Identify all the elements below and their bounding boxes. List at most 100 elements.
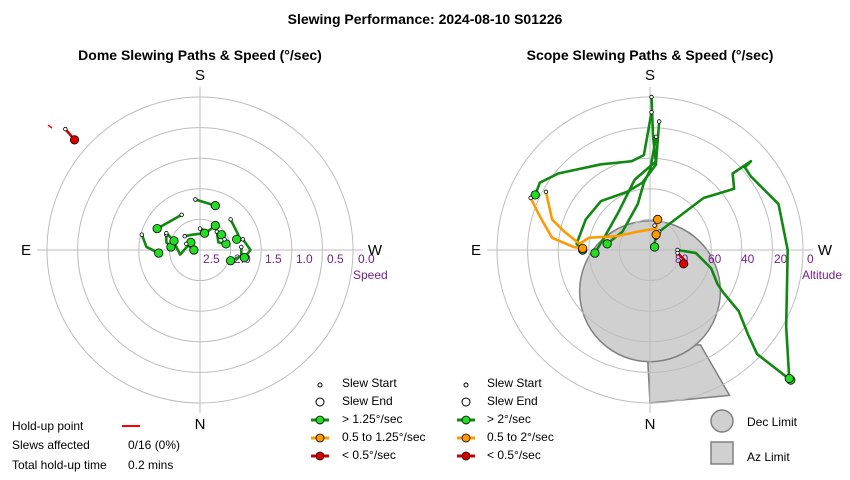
scope-dir-left: E <box>471 242 481 259</box>
slew-path-fast <box>605 135 658 246</box>
slews-affected-label: Slews affected <box>12 438 90 452</box>
radial-tick-label: 1.0 <box>296 252 313 266</box>
dome-legend-slow: < 0.5°/sec <box>342 448 396 462</box>
radial-tick-label: 60 <box>708 252 722 266</box>
slew-end-marker <box>169 236 179 246</box>
dome-legend-medium: 0.5 to 1.25°/sec <box>342 430 426 444</box>
hold-up-stats: Hold-up point Slews affected 0/16 (0%) T… <box>12 419 180 472</box>
slew-start-marker <box>184 241 189 247</box>
slew-start-marker <box>543 189 549 195</box>
slew-end-marker <box>651 230 661 240</box>
legend-fast-marker <box>315 415 325 425</box>
scope-legend: Slew Start Slew End > 2°/sec 0.5 to 2°/s… <box>457 376 554 462</box>
slew-end-marker <box>210 220 220 231</box>
slew-start-marker <box>528 195 533 201</box>
slew-end-marker <box>232 234 242 244</box>
slew-end-marker <box>653 214 663 224</box>
slew-end-marker <box>578 243 588 254</box>
legend-slew-end-marker <box>461 397 471 407</box>
scope-panel: Scope Slewing Paths & Speed (°/sec) S N … <box>471 47 842 433</box>
slew-start-marker <box>649 94 654 100</box>
slew-start-marker <box>239 244 244 250</box>
radial-tick-label: 0.5 <box>327 252 344 266</box>
chart-title: Slewing Performance: 2024-08-10 S01226 <box>288 11 563 27</box>
slew-start-marker <box>240 237 246 242</box>
dome-legend: Slew Start Slew End > 1.25°/sec 0.5 to 1… <box>311 376 426 462</box>
radial-tick-label: 40 <box>741 252 755 266</box>
legend-slow-marker <box>461 451 471 461</box>
radial-tick-label: 1.5 <box>265 252 282 266</box>
radial-tick-label: 0.0 <box>358 252 375 266</box>
dome-panel: Dome Slewing Paths & Speed (°/sec) S N E… <box>21 47 388 433</box>
slew-start-marker <box>164 230 169 236</box>
slew-end-marker <box>239 253 249 263</box>
slew-end-marker <box>69 135 80 145</box>
slew-start-marker <box>649 110 654 115</box>
scope-dir-top: S <box>645 67 655 84</box>
slew-start-marker <box>139 232 145 237</box>
slew-start-marker <box>222 237 227 242</box>
scope-legend-slow: < 0.5°/sec <box>487 448 541 462</box>
dome-slew-paths <box>47 124 252 266</box>
dome-radial-label: Speed <box>353 268 388 282</box>
scope-radial-label: Altitude <box>802 268 842 282</box>
legend-dec-limit: Dec Limit <box>747 415 798 429</box>
slew-start-marker <box>652 223 657 228</box>
slew-end-marker <box>152 223 162 234</box>
hold-up-time-value: 0.2 mins <box>128 458 173 472</box>
slew-end-marker <box>216 230 227 240</box>
slews-affected-value: 0/16 (0%) <box>128 438 180 452</box>
scope-dir-bottom: N <box>645 416 656 433</box>
dome-grid <box>37 87 363 413</box>
slew-start-marker <box>63 126 68 132</box>
dome-dir-top: S <box>195 67 205 84</box>
slew-start-marker <box>656 119 662 124</box>
scope-panel-title: Scope Slewing Paths & Speed (°/sec) <box>527 47 774 63</box>
scope-legend-slew-start: Slew Start <box>487 376 542 390</box>
slew-end-marker <box>189 245 199 255</box>
dome-dir-right: W <box>368 242 383 259</box>
radial-tick-label: 2.5 <box>203 252 220 266</box>
slew-end-marker <box>784 373 794 384</box>
legend-az-limit: Az Limit <box>747 450 790 464</box>
legend-medium-marker <box>315 433 325 443</box>
dome-legend-fast: > 1.25°/sec <box>342 412 403 426</box>
radial-tick-label: 20 <box>774 252 788 266</box>
legend-slew-start-marker <box>463 382 469 388</box>
legend-slow-marker <box>315 451 325 461</box>
scope-legend-slew-end: Slew End <box>487 394 538 408</box>
slew-end-marker <box>679 259 689 269</box>
legend-medium-marker <box>461 433 471 443</box>
slew-path-fast <box>657 159 791 380</box>
slew-path-medium <box>544 190 659 246</box>
slew-start-marker <box>653 134 659 139</box>
scope-dir-right: W <box>818 242 833 259</box>
scope-slew-paths <box>528 94 796 385</box>
dome-panel-title: Dome Slewing Paths & Speed (°/sec) <box>78 47 322 63</box>
slew-start-marker <box>197 226 203 231</box>
slew-path-medium <box>529 196 584 250</box>
slew-path-fast <box>533 111 653 197</box>
slew-end-marker <box>199 228 210 238</box>
limits-legend: Dec Limit Az Limit <box>710 409 798 465</box>
slew-start-marker <box>182 234 187 239</box>
legend-slew-start-marker <box>317 382 323 388</box>
slew-path-fast <box>593 120 661 255</box>
slew-start-marker <box>179 212 184 218</box>
slew-end-marker <box>590 248 600 258</box>
scope-legend-medium: 0.5 to 2°/sec <box>487 430 554 444</box>
legend-slew-end-marker <box>315 397 325 407</box>
slew-start-marker <box>675 250 680 256</box>
slew-start-marker <box>193 197 198 202</box>
hold-up-time-label: Total hold-up time <box>12 458 107 472</box>
dome-dir-left: E <box>21 242 31 259</box>
hold-up-marker <box>47 124 53 129</box>
scope-radial-ticks: 80 60 40 20 0 <box>675 252 814 266</box>
dome-dir-bottom: N <box>195 416 206 433</box>
legend-dec-limit-marker <box>710 409 734 433</box>
slew-start-marker <box>228 217 233 222</box>
legend-fast-marker <box>461 415 471 425</box>
slew-path-fast <box>155 213 183 230</box>
slew-end-marker <box>226 256 236 266</box>
